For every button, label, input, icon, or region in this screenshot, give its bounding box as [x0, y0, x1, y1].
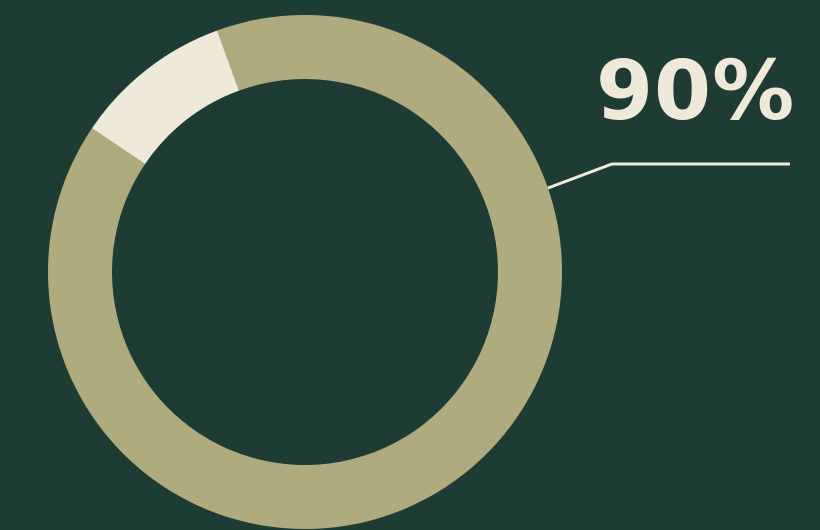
callout-leader-line: [547, 162, 790, 190]
donut-slice-remainder: [91, 30, 239, 165]
percentage-data-label: 90%: [596, 44, 796, 139]
